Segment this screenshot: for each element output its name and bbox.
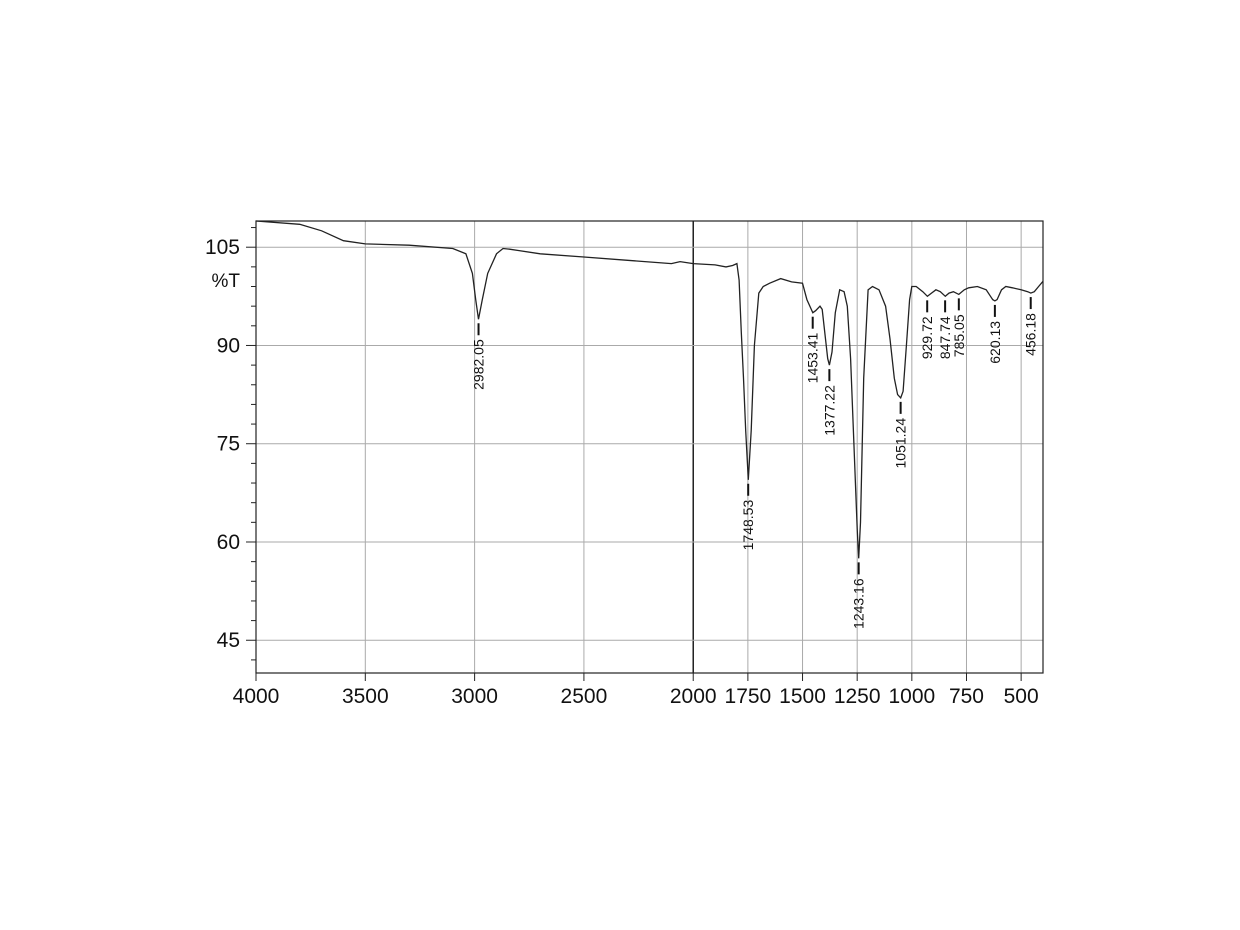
peak-annotation: 1453.41: [805, 316, 821, 383]
x-tick-label: 1250: [834, 685, 881, 708]
x-tick-label: 2500: [561, 685, 608, 708]
x-tick-label: 500: [1004, 685, 1039, 708]
peak-annotation: 929.72: [919, 300, 935, 359]
peak-label: 1243.16: [851, 578, 867, 629]
y-tick-label: 60: [217, 531, 240, 554]
peak-label: 929.72: [919, 316, 935, 359]
peak-annotation: 456.18: [1023, 297, 1039, 356]
peak-annotation: 847.74: [937, 300, 953, 359]
peak-annotation: 620.13: [987, 304, 1003, 364]
peak-annotation: 1748.53: [740, 483, 756, 551]
peak-label: 456.18: [1023, 313, 1039, 356]
peak-label: 1453.41: [805, 332, 821, 383]
x-tick-label: 750: [949, 685, 984, 708]
peak-label: 620.13: [987, 321, 1003, 364]
y-tick-labels: 105 90 75 60 45: [205, 236, 240, 652]
x-tick-label: 2000: [670, 685, 717, 708]
spectrum-line: [255, 220, 1044, 559]
peak-label: 785.05: [951, 314, 967, 357]
peak-annotation: 1051.24: [893, 401, 909, 469]
peak-label: 1377.22: [821, 385, 837, 436]
y-tick-label: 90: [217, 334, 240, 357]
y-minor-ticks: [246, 227, 1022, 681]
y-axis-label: %T: [212, 271, 241, 292]
peak-annotation: 2982.05: [471, 323, 487, 390]
x-tick-label: 1000: [888, 685, 935, 708]
x-tick-label: 1500: [779, 685, 826, 708]
y-tick-label: 105: [205, 236, 240, 259]
peak-annotation: 1243.16: [851, 562, 867, 629]
peak-annotation: 1377.22: [821, 369, 837, 436]
x-tick-labels: 4000 3500 3000 2500 2000 1750 1500 1250 1000 750 5…: [233, 685, 1039, 708]
y-tick-label: 75: [217, 433, 240, 456]
peak-annotation: 785.05: [951, 298, 967, 357]
x-tick-label: 1750: [725, 685, 772, 708]
plot-frame: [255, 220, 1044, 674]
peak-label: 1051.24: [893, 418, 909, 469]
grid: [256, 221, 1043, 673]
x-tick-label: 3000: [451, 685, 498, 708]
x-tick-label: 4000: [233, 685, 280, 708]
peak-label: 2982.05: [471, 339, 487, 390]
peak-label: 1748.53: [740, 500, 756, 551]
peak-label: 847.74: [937, 316, 953, 359]
x-tick-label: 3500: [342, 685, 389, 708]
y-tick-label: 45: [217, 629, 240, 652]
